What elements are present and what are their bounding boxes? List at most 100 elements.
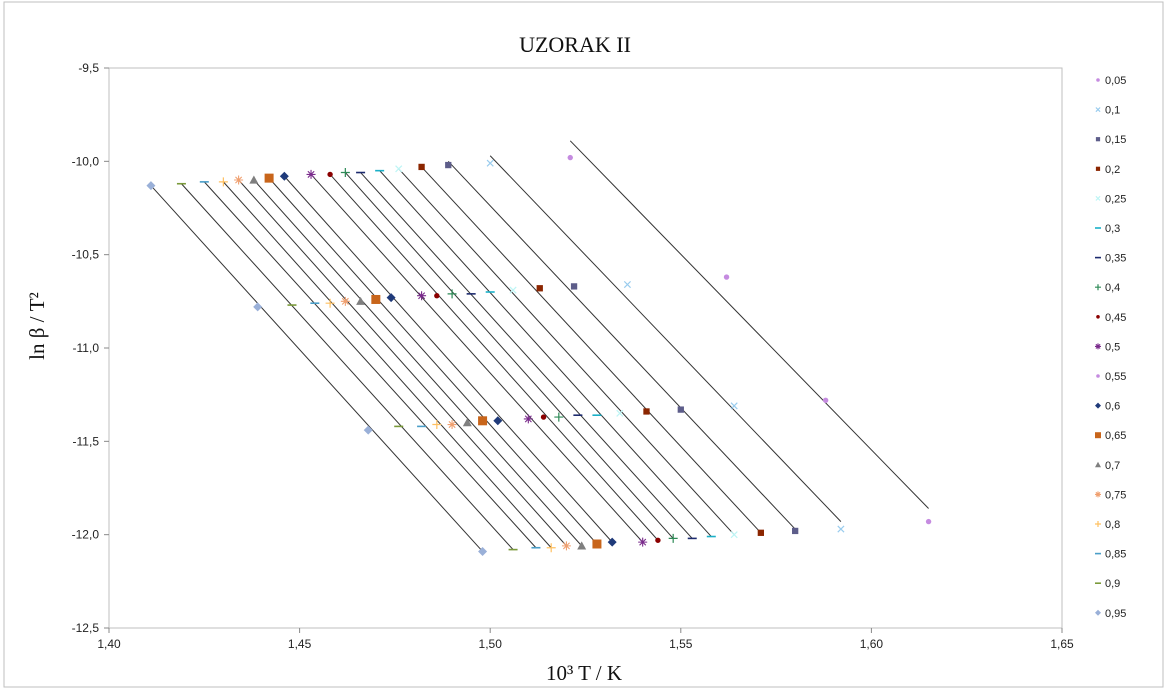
y-axis: -9,5 -10,0 -10,5 -11,0 -11,5 -12,0 -12,5 xyxy=(72,61,109,635)
fit-line-0-15 xyxy=(447,160,796,530)
legend-marker xyxy=(1095,343,1101,350)
data-point xyxy=(623,280,632,289)
fit-line-0-65 xyxy=(268,177,598,545)
data-point xyxy=(536,285,543,292)
data-point xyxy=(638,537,648,547)
x-axis: 1,40 1,45 1,50 1,55 1,60 1,65 xyxy=(97,628,1074,651)
data-point xyxy=(822,397,829,403)
data-point xyxy=(234,175,244,185)
legend-label: 0,35 xyxy=(1105,253,1126,265)
chart-title: UZORAK II xyxy=(519,32,631,57)
legend-label: 0,6 xyxy=(1105,401,1120,413)
legend-label: 0,8 xyxy=(1105,519,1120,531)
legend-label: 0,55 xyxy=(1105,371,1126,383)
legend-marker xyxy=(1096,374,1100,378)
data-point xyxy=(486,159,494,167)
data-point xyxy=(249,175,259,184)
legend-label: 0,45 xyxy=(1105,312,1126,324)
data-point xyxy=(218,177,228,187)
fit-line-0-7 xyxy=(253,179,583,547)
fit-line-0-75 xyxy=(238,179,567,547)
data-point xyxy=(253,302,263,312)
data-point xyxy=(570,283,578,290)
legend-label: 0,95 xyxy=(1105,608,1126,620)
legend-label: 0,85 xyxy=(1105,549,1126,561)
data-point xyxy=(668,533,678,543)
data-point xyxy=(523,414,533,424)
legend-label: 0,9 xyxy=(1105,578,1120,590)
legend-label: 0,3 xyxy=(1105,223,1120,235)
fit-line-0-95 xyxy=(150,185,483,552)
data-point xyxy=(567,154,573,161)
data-point xyxy=(478,546,488,556)
x-tick-label: 1,55 xyxy=(669,637,693,651)
data-point xyxy=(655,537,661,543)
legend-marker xyxy=(1095,609,1101,616)
data-point xyxy=(730,531,738,539)
data-point xyxy=(445,161,452,169)
data-point xyxy=(757,529,765,536)
legend-label: 0,15 xyxy=(1105,134,1126,146)
fit-line-0-85 xyxy=(203,181,537,549)
data-point xyxy=(417,291,427,301)
data-point xyxy=(792,527,799,535)
fit-line-0-6 xyxy=(283,175,613,543)
fit-line-0-45 xyxy=(329,174,659,541)
legend-marker xyxy=(1095,461,1101,468)
data-point xyxy=(264,173,274,183)
fit-line-0-4 xyxy=(344,172,674,539)
legend-label: 0,05 xyxy=(1105,75,1126,87)
data-point xyxy=(493,416,503,426)
data-point xyxy=(306,169,316,179)
x-tick-label: 1,45 xyxy=(288,637,312,651)
x-tick-label: 1,60 xyxy=(860,637,884,651)
data-point xyxy=(325,298,335,308)
y-tick-label: -10,5 xyxy=(72,248,100,262)
data-point xyxy=(837,525,845,533)
data-point xyxy=(616,409,624,417)
data-point xyxy=(356,296,366,305)
data-point xyxy=(447,289,457,299)
data-point xyxy=(677,406,684,413)
data-point xyxy=(363,425,373,435)
data-point xyxy=(327,171,333,178)
data-point xyxy=(561,541,571,551)
legend-label: 0,4 xyxy=(1105,282,1120,294)
data-point xyxy=(607,537,617,547)
y-tick-label: -11,5 xyxy=(73,434,100,448)
x-tick-label: 1,50 xyxy=(479,637,503,651)
fit-line-0-5 xyxy=(310,174,644,543)
data-point xyxy=(395,165,403,173)
fit-line-0-2 xyxy=(421,166,762,534)
legend-marker xyxy=(1095,432,1101,439)
legend-marker xyxy=(1095,107,1101,113)
y-axis-label: ln β / T² xyxy=(25,292,49,360)
fit-line-0-8 xyxy=(222,181,552,549)
data-point xyxy=(418,163,425,171)
legend-marker xyxy=(1095,521,1101,527)
fit-line-0-3 xyxy=(379,170,712,537)
data-point xyxy=(462,418,472,427)
data-point xyxy=(386,293,396,303)
legend-marker xyxy=(1096,315,1100,319)
legend-label: 0,5 xyxy=(1105,341,1120,353)
data-point xyxy=(723,274,730,280)
legend-label: 0,75 xyxy=(1105,489,1126,501)
data-point xyxy=(730,402,738,410)
data-point xyxy=(540,414,547,420)
fit-line-0-35 xyxy=(360,172,693,539)
y-tick-label: -10,0 xyxy=(72,154,100,168)
data-point xyxy=(371,294,381,304)
y-tick-label: -12,5 xyxy=(72,621,100,635)
outer-frame xyxy=(3,1,1164,688)
fit-line-0-05 xyxy=(569,140,929,509)
data-point xyxy=(509,286,517,294)
legend-marker xyxy=(1096,78,1100,82)
data-point xyxy=(592,539,602,549)
y-tick-label: -9,5 xyxy=(78,61,99,75)
fit-lines xyxy=(150,140,929,552)
legend-label: 0,1 xyxy=(1105,105,1120,117)
legend-marker xyxy=(1095,284,1101,291)
